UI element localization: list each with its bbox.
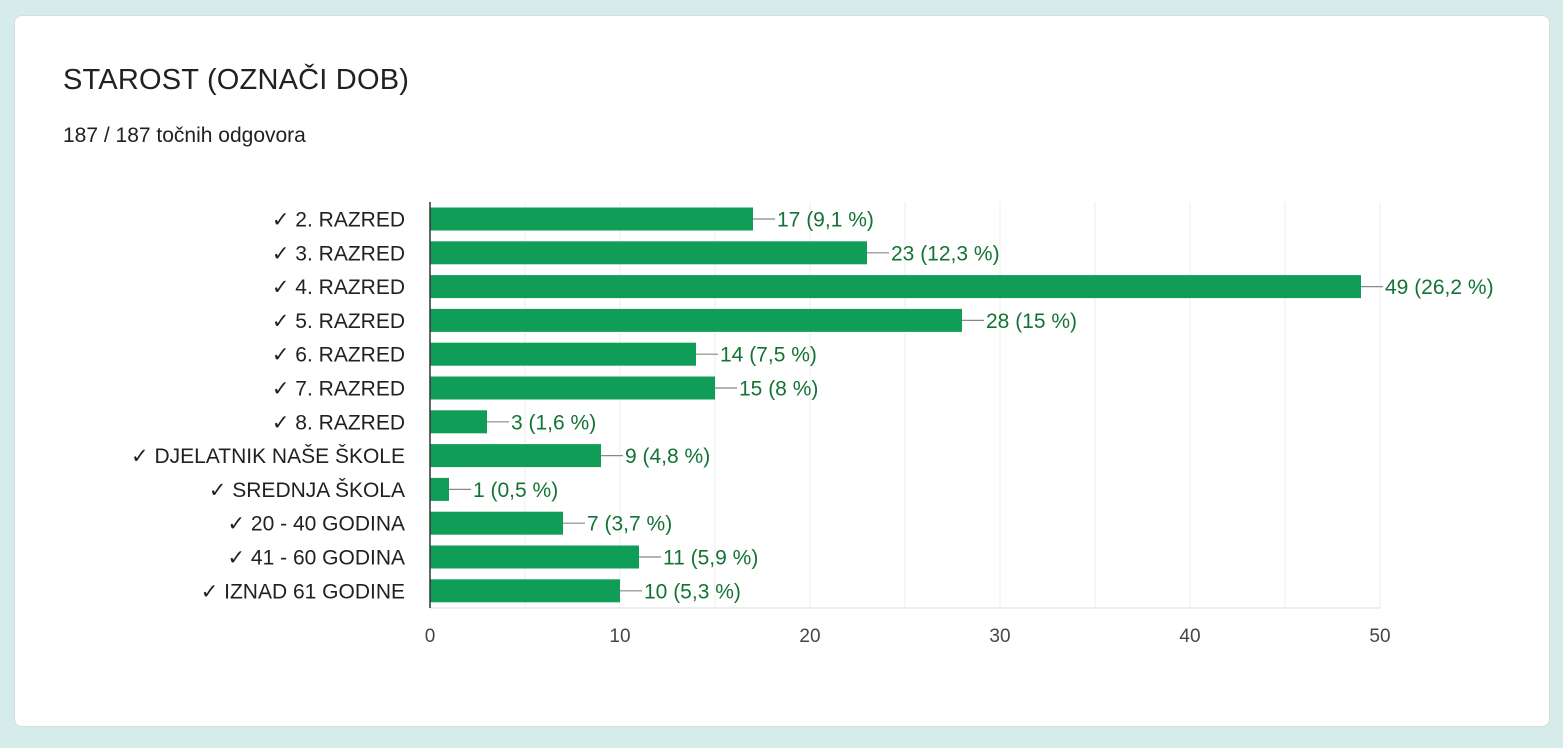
x-tick-label: 50	[1369, 626, 1390, 647]
value-label: 15 (8 %)	[739, 378, 818, 401]
results-card: STAROST (OZNAČI DOB) 187 / 187 točnih od…	[14, 15, 1550, 727]
bar-chart: 0 10 20 30 40 50 17 (9,1 %) ✓ 2. RAZRED 23 (12,3…	[131, 202, 1494, 647]
bar	[430, 275, 1361, 299]
category-label: ✓ 5. RAZRED	[272, 310, 405, 333]
value-label: 9 (4,8 %)	[625, 445, 710, 468]
value-label: 1 (0,5 %)	[473, 479, 558, 502]
value-label: 11 (5,9 %)	[663, 547, 758, 570]
value-label: 3 (1,6 %)	[511, 411, 596, 434]
bar	[430, 545, 639, 569]
value-label: 49 (26,2 %)	[1385, 276, 1494, 299]
category-label: ✓ 8. RAZRED	[272, 411, 405, 434]
bar	[430, 241, 867, 265]
category-label: ✓ 20 - 40 GODINA	[228, 513, 406, 536]
bar	[430, 579, 620, 603]
value-label: 28 (15 %)	[986, 310, 1077, 333]
value-label: 14 (7,5 %)	[720, 344, 817, 367]
response-count: 187 / 187 točnih odgovora	[63, 124, 306, 147]
bar	[430, 444, 601, 468]
bar	[430, 511, 563, 535]
x-tick-label: 30	[989, 626, 1010, 647]
bar	[430, 477, 449, 501]
category-label: ✓ 6. RAZRED	[272, 344, 405, 367]
value-label: 17 (9,1 %)	[777, 209, 874, 232]
x-tick-label: 40	[1179, 626, 1200, 647]
value-label: 10 (5,3 %)	[644, 580, 741, 603]
category-label: ✓ 2. RAZRED	[272, 209, 405, 232]
category-label: ✓ 41 - 60 GODINA	[228, 547, 406, 570]
category-label: ✓ SREDNJA ŠKOLA	[209, 479, 405, 502]
bar	[430, 376, 715, 400]
category-label: ✓ 3. RAZRED	[272, 242, 405, 265]
category-label: ✓ 4. RAZRED	[272, 276, 405, 299]
question-title: STAROST (OZNAČI DOB)	[63, 64, 410, 96]
bar	[430, 342, 696, 366]
value-label: 23 (12,3 %)	[891, 242, 1000, 265]
value-label: 7 (3,7 %)	[587, 513, 672, 536]
category-label: ✓ DJELATNIK NAŠE ŠKOLE	[131, 445, 405, 468]
category-label: ✓ IZNAD 61 GODINE	[201, 580, 405, 603]
bar	[430, 410, 487, 434]
x-tick-label: 0	[425, 626, 436, 647]
bar	[430, 207, 753, 231]
bar	[430, 308, 962, 332]
category-label: ✓ 7. RAZRED	[272, 378, 405, 401]
x-tick-label: 10	[609, 626, 630, 647]
x-tick-label: 20	[799, 626, 820, 647]
